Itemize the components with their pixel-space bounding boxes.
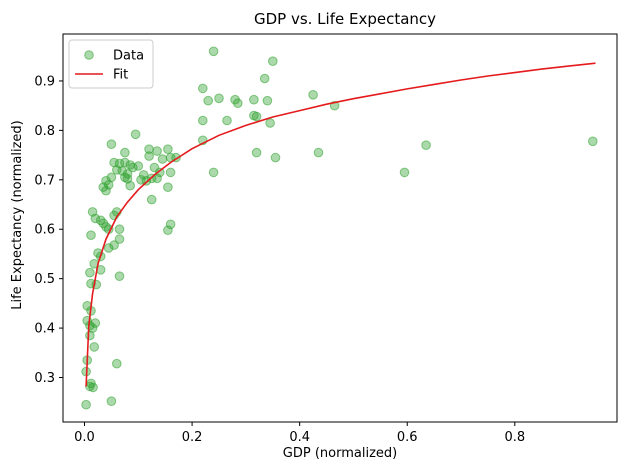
x-tick-label: 0.0 (74, 430, 95, 445)
data-point (114, 224, 125, 234)
data-point (141, 176, 152, 186)
data-point (138, 170, 149, 180)
data-point (265, 118, 275, 128)
legend: Data Fit (68, 39, 154, 89)
data-point (588, 136, 598, 147)
legend-box (68, 39, 154, 89)
y-axis: 0.3 0.4 0.5 0.6 0.7 0.8 0.9 (34, 74, 63, 386)
y-tick-label: 0.6 (34, 223, 55, 238)
data-point (259, 73, 270, 84)
data-point (81, 399, 91, 410)
y-tick-label: 0.9 (34, 74, 55, 89)
x-axis: 0.0 0.2 0.4 0.6 0.8 (74, 422, 525, 445)
data-point (144, 151, 154, 161)
data-point (152, 146, 162, 156)
y-tick-label: 0.5 (34, 272, 55, 287)
data-point (86, 278, 96, 289)
data-point (165, 167, 176, 178)
data-point (198, 115, 208, 126)
data-point (233, 98, 243, 108)
data-point (101, 185, 111, 196)
data-point (86, 230, 96, 240)
y-tick-label: 0.3 (34, 371, 55, 386)
data-point (112, 358, 122, 369)
data-point (203, 95, 213, 106)
legend-label-data: Data (113, 49, 144, 64)
legend-marker-data (84, 50, 94, 60)
data-point (268, 56, 278, 67)
y-tick-label: 0.8 (34, 124, 55, 139)
plot-frame (62, 33, 618, 423)
data-point (88, 382, 98, 393)
data-point (87, 207, 98, 217)
data-point (85, 330, 95, 341)
data-point (163, 144, 173, 154)
chart-title: GDP vs. Life Expectancy (254, 10, 436, 28)
y-tick-label: 0.4 (34, 322, 55, 337)
data-point (103, 243, 114, 253)
data-point (222, 115, 232, 126)
data-point (90, 318, 101, 328)
data-point (133, 161, 144, 171)
data-point (106, 396, 117, 407)
x-tick-label: 0.4 (289, 430, 310, 445)
data-point (165, 219, 176, 230)
data-point (214, 93, 224, 104)
data-point (120, 157, 130, 168)
plot-area (62, 33, 618, 423)
data-point (146, 194, 157, 205)
data-point (163, 225, 173, 235)
data-point (251, 147, 262, 158)
data-point (313, 147, 324, 158)
data-point (106, 139, 117, 149)
data-point (152, 173, 162, 184)
data-point (125, 180, 135, 191)
legend-label-fit: Fit (113, 68, 128, 83)
data-point (251, 111, 262, 122)
data-point (270, 152, 281, 163)
y-tick-label: 0.7 (34, 173, 55, 188)
data-point (198, 83, 208, 94)
data-point (89, 342, 99, 352)
data-point (163, 182, 173, 192)
x-tick-label: 0.8 (504, 430, 525, 445)
data-point (157, 154, 168, 164)
data-point (95, 215, 106, 226)
data-point (114, 234, 125, 244)
data-point (208, 167, 219, 178)
data-point (308, 90, 318, 100)
fit-line (85, 62, 596, 387)
x-tick-label: 0.6 (397, 430, 418, 445)
data-point (399, 167, 410, 178)
x-axis-label: GDP (normalized) (283, 446, 397, 461)
data-point (85, 267, 95, 278)
data-point (120, 147, 130, 158)
data-point (130, 129, 141, 140)
data-point (249, 94, 259, 105)
data-point (421, 140, 431, 150)
x-tick-label: 0.2 (182, 430, 203, 445)
data-point (155, 167, 165, 178)
data-point (208, 46, 219, 57)
y-axis-label: Life Expectancy (normalized) (10, 120, 25, 310)
data-point (109, 240, 119, 250)
data-point (128, 162, 138, 173)
data-point (114, 271, 125, 282)
data-point (103, 180, 114, 190)
data-point (262, 95, 273, 106)
